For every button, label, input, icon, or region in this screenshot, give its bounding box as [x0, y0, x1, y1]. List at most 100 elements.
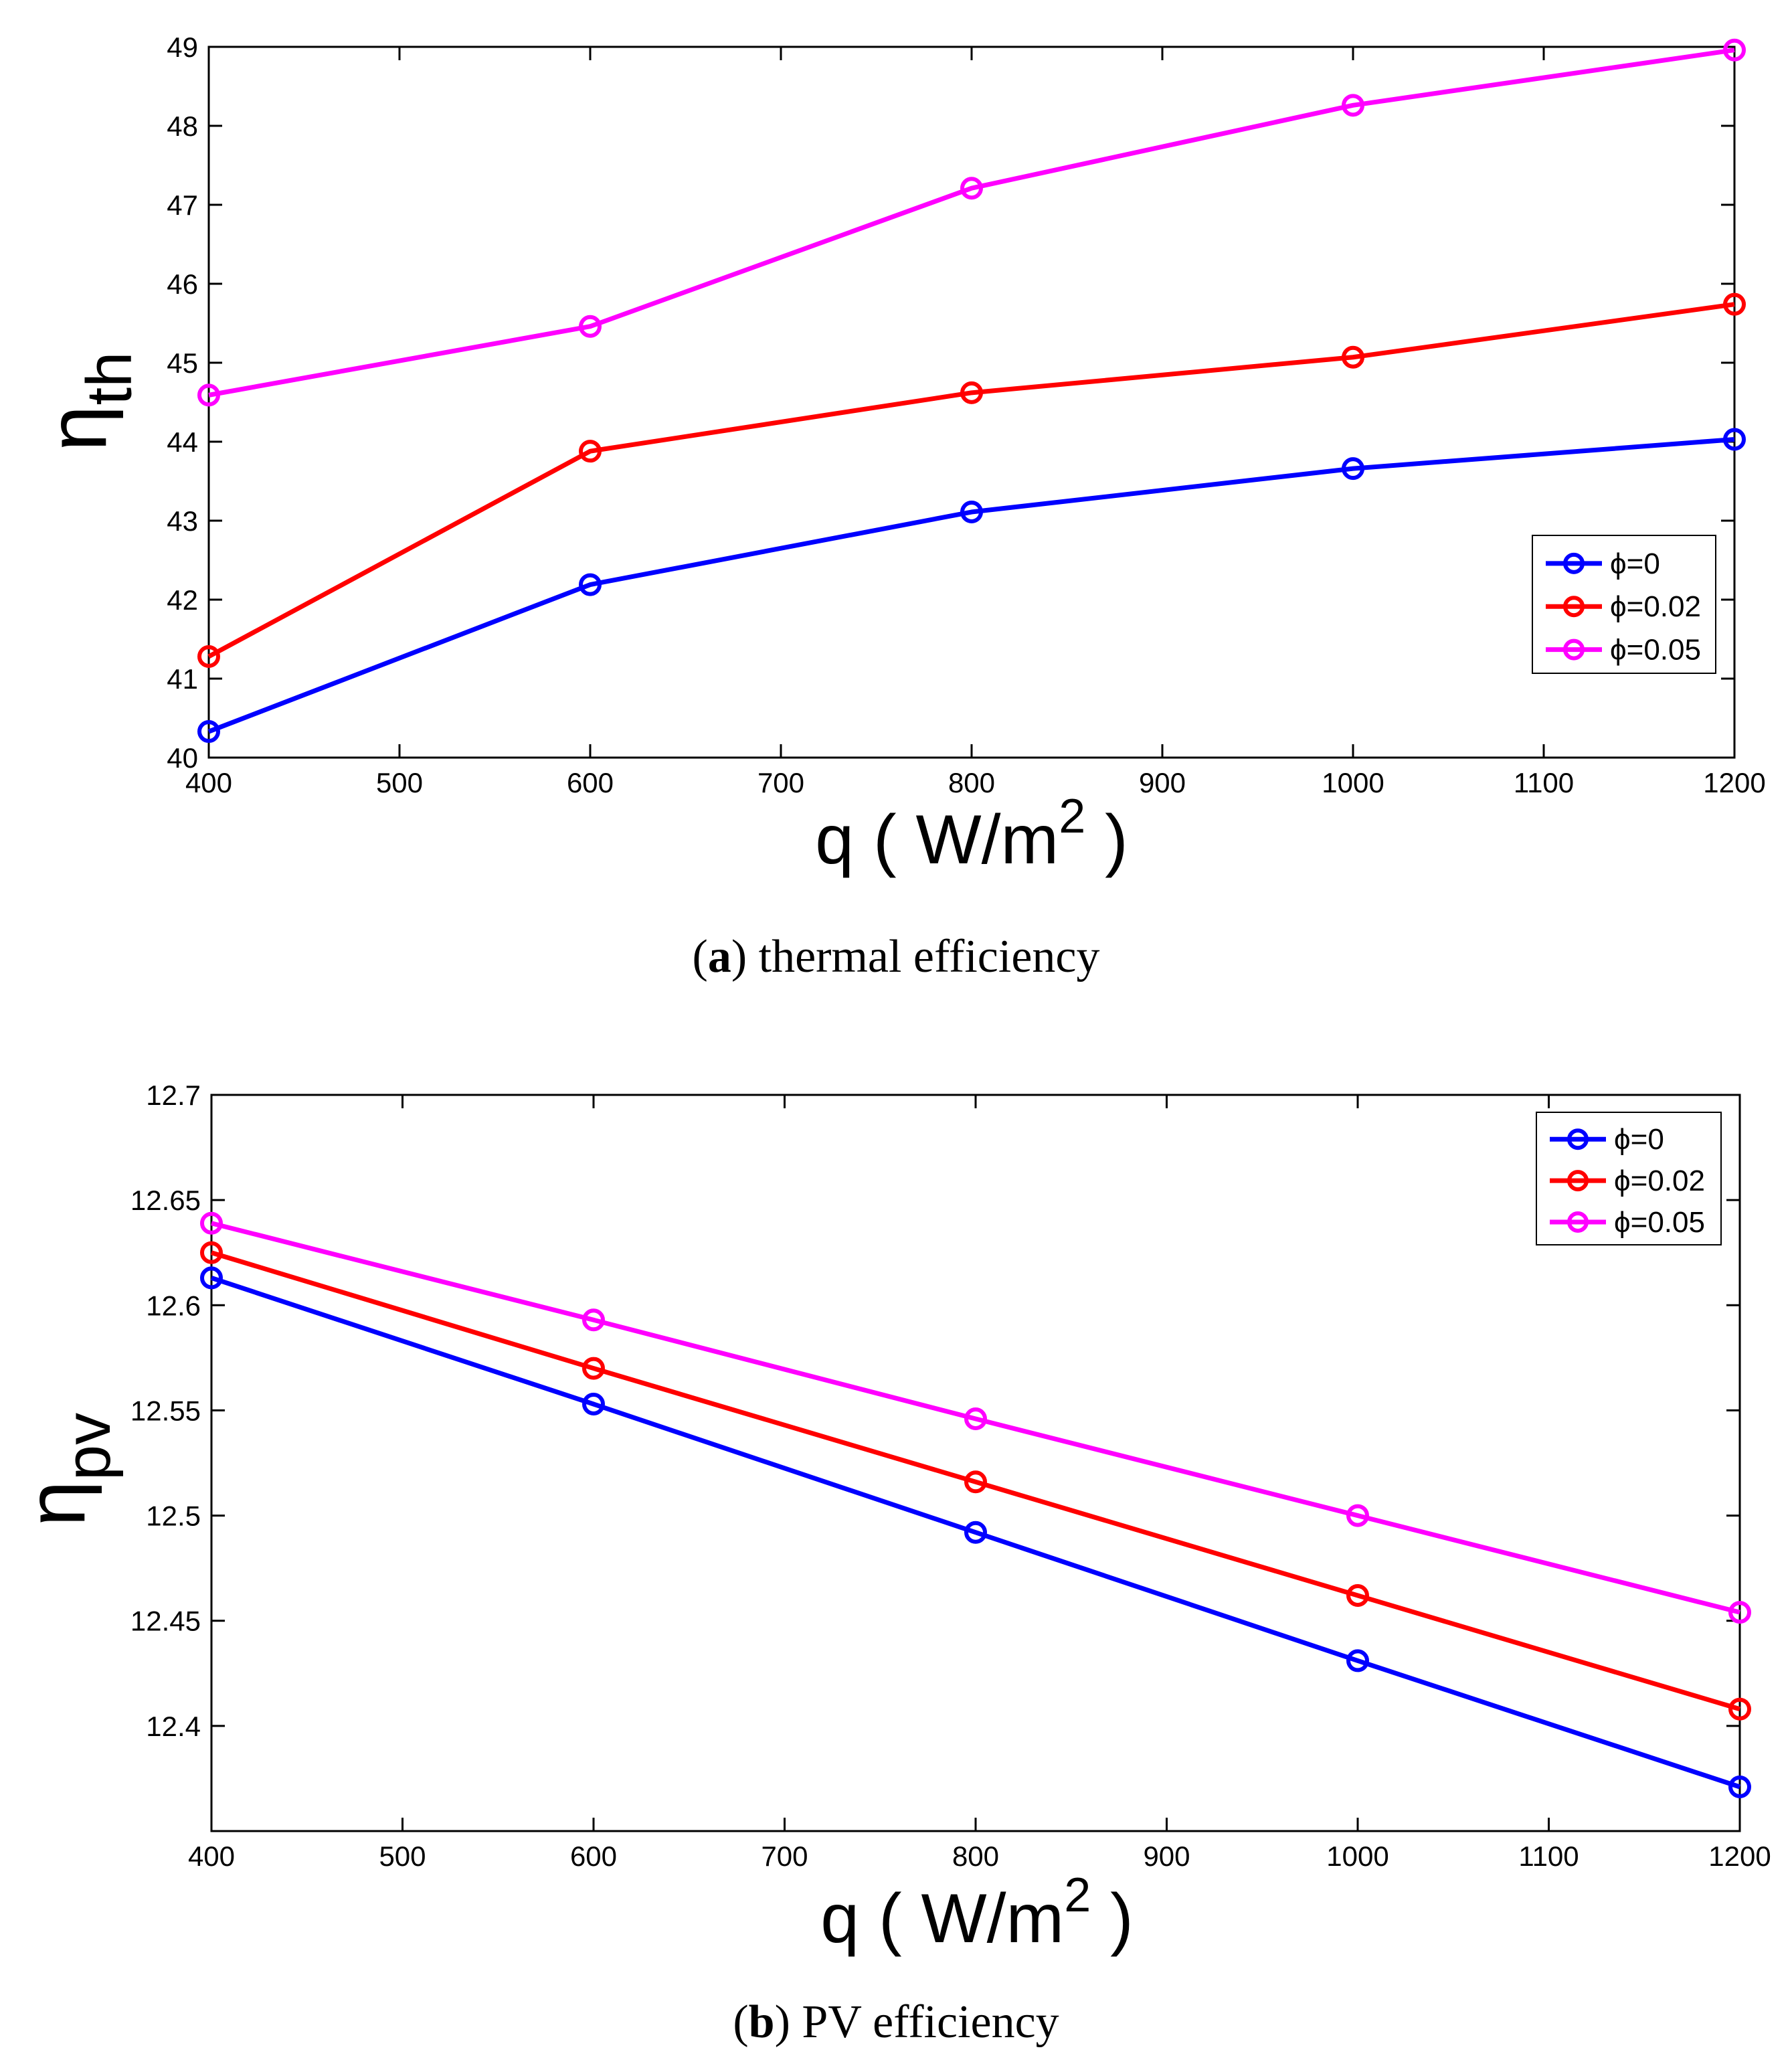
data-point [1728, 1776, 1751, 1798]
y-tick-label: 47 [167, 189, 198, 221]
y-tick-label: 12.65 [130, 1185, 201, 1216]
x-tick-label: 600 [567, 767, 614, 798]
series-lines [210, 1221, 1741, 1790]
series-line-1 [207, 302, 1735, 659]
x-tick-label: 1200 [1703, 767, 1765, 798]
series-line-0 [207, 436, 1735, 734]
data-point [1723, 428, 1746, 451]
x-tick-label: 1100 [1514, 767, 1574, 798]
x-tick-label: 500 [376, 767, 423, 798]
y-tick-label: 49 [167, 31, 198, 63]
x-tick-label: 900 [1143, 1840, 1190, 1872]
x-tick-label: 800 [952, 1840, 999, 1872]
x-tick-label: 600 [570, 1840, 617, 1872]
data-point [1346, 1504, 1369, 1527]
data-point [1723, 292, 1746, 316]
caption: (b) PV efficiency [733, 1996, 1059, 2048]
y-tick-label: 12.5 [146, 1500, 201, 1532]
legend-label: ϕ=0.02 [1610, 590, 1701, 623]
data-point [1342, 94, 1364, 117]
data-point [197, 644, 220, 668]
data-point [1342, 457, 1364, 481]
data-point [200, 1211, 223, 1235]
x-tick-label: 700 [757, 767, 804, 798]
y-tick-label: 12.6 [146, 1290, 201, 1321]
legend-swatch-marker [1567, 1211, 1589, 1233]
x-tick-label: 700 [761, 1840, 808, 1872]
series-lines [207, 48, 1735, 734]
data-point [200, 1241, 223, 1264]
x-axis-label: q ( W/m2 ) [815, 790, 1128, 879]
legend-label: ϕ=0.02 [1614, 1164, 1705, 1197]
data-point [964, 1521, 987, 1544]
data-point [579, 315, 602, 338]
y-tick-label: 41 [167, 663, 198, 695]
series-line-0 [210, 1276, 1741, 1790]
legend-swatch-marker [1563, 596, 1585, 618]
series-line-1 [210, 1250, 1740, 1712]
series-line-2 [211, 1221, 1740, 1615]
legend: ϕ=0 ϕ=0.02 ϕ=0.05 [1532, 535, 1716, 674]
y-tick-label: 44 [167, 426, 198, 458]
legend-swatch-marker [1567, 1128, 1589, 1150]
y-tick-label: 12.55 [130, 1395, 201, 1426]
data-point [200, 1266, 223, 1290]
x-tick-label: 400 [188, 1840, 235, 1872]
data-point [582, 1393, 605, 1415]
data-point [960, 177, 983, 200]
axis-ticks: 400 500 600 700 800 900 1000 1100 1200 12.4 12.45 1… [130, 1080, 1771, 1872]
data-point [582, 1308, 605, 1332]
axis-ticks: 400 500 600 700 800 900 1000 1100 1200 40 41 42 43 44… [167, 31, 1765, 798]
series-line-2 [208, 48, 1735, 398]
y-axis-label: ηth [31, 351, 145, 451]
data-point [582, 1357, 605, 1380]
legend-swatch-marker [1567, 1170, 1589, 1192]
x-tick-label: 800 [948, 767, 995, 798]
y-tick-label: 42 [167, 584, 198, 616]
data-point [964, 1407, 987, 1430]
data-point [1346, 1649, 1369, 1672]
thermal-efficiency-chart: 400 500 600 700 800 900 1000 1100 1200 40 41 42 43 44… [31, 31, 1766, 982]
y-tick-label: 43 [167, 505, 198, 537]
data-point [197, 720, 220, 744]
y-tick-label: 48 [167, 110, 198, 142]
caption: (a) thermal efficiency [693, 931, 1100, 982]
y-tick-label: 45 [167, 347, 198, 379]
data-point [1342, 345, 1364, 369]
legend: ϕ=0 ϕ=0.02 ϕ=0.05 [1536, 1112, 1722, 1245]
data-point [1728, 1697, 1751, 1721]
series-markers [200, 1211, 1751, 1798]
data-point [960, 501, 983, 524]
data-point [1723, 38, 1746, 62]
legend-label: ϕ=0.05 [1610, 634, 1701, 667]
data-point [964, 1470, 987, 1494]
x-tick-label: 1200 [1708, 1840, 1771, 1872]
data-point [197, 383, 220, 407]
x-tick-label: 500 [379, 1840, 426, 1872]
y-tick-label: 46 [167, 268, 198, 300]
y-tick-label: 12.4 [146, 1711, 201, 1742]
y-tick-label: 12.45 [130, 1606, 201, 1637]
data-point [1346, 1584, 1369, 1607]
x-tick-label: 1000 [1322, 767, 1384, 798]
data-point [579, 573, 602, 596]
x-tick-label: 1100 [1518, 1840, 1579, 1872]
legend-swatch-marker [1563, 638, 1585, 661]
legend-label: ϕ=0 [1610, 547, 1660, 580]
x-tick-label: 400 [185, 767, 232, 798]
data-point [960, 381, 983, 404]
legend-label: ϕ=0.05 [1614, 1206, 1705, 1239]
y-tick-label: 40 [167, 742, 198, 774]
legend-label: ϕ=0 [1614, 1123, 1664, 1156]
series-markers [197, 38, 1746, 744]
data-point [1728, 1601, 1751, 1624]
legend-swatch-marker [1563, 552, 1585, 574]
y-tick-label: 12.7 [146, 1080, 201, 1111]
data-point [579, 440, 602, 463]
x-tick-label: 1000 [1326, 1840, 1388, 1872]
y-axis-label: ηpv [10, 1413, 124, 1527]
pv-efficiency-chart: 400 500 600 700 800 900 1000 1100 1200 12.4 12.45 1… [10, 1080, 1771, 2048]
x-axis-label: q ( W/m2 ) [820, 1869, 1134, 1958]
x-tick-label: 900 [1139, 767, 1186, 798]
